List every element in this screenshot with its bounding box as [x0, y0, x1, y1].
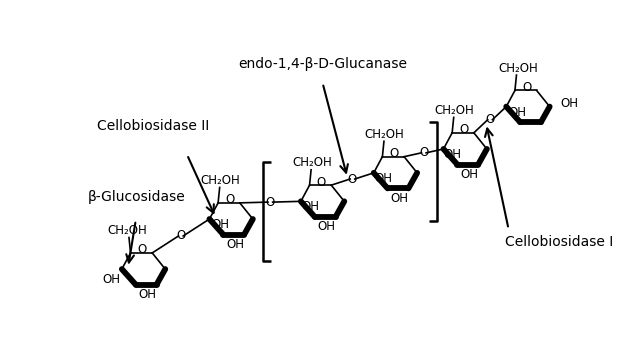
Text: OH: OH [226, 238, 244, 251]
Text: O: O [225, 193, 234, 206]
Text: O: O [348, 172, 357, 186]
Text: OH: OH [301, 200, 319, 213]
Text: OH: OH [561, 97, 579, 110]
Text: OH: OH [374, 172, 392, 185]
Text: CH₂OH: CH₂OH [292, 156, 332, 169]
Text: O: O [138, 243, 147, 256]
Text: OH: OH [390, 192, 408, 205]
Text: O: O [485, 113, 495, 126]
Text: OH: OH [139, 288, 157, 301]
Text: O: O [176, 230, 186, 242]
Text: CH₂OH: CH₂OH [200, 174, 240, 187]
Text: O: O [419, 146, 428, 159]
Text: Cellobiosidase I: Cellobiosidase I [505, 235, 613, 248]
Text: OH: OH [444, 148, 462, 161]
Text: OH: OH [211, 218, 229, 231]
Text: β-Glucosidase: β-Glucosidase [88, 190, 186, 204]
Text: OH: OH [102, 273, 120, 286]
Text: O: O [266, 196, 275, 208]
Text: CH₂OH: CH₂OH [365, 128, 404, 141]
Text: O: O [317, 176, 326, 188]
Text: OH: OH [317, 220, 335, 233]
Text: OH: OH [460, 168, 478, 181]
Text: CH₂OH: CH₂OH [435, 104, 474, 117]
Text: CH₂OH: CH₂OH [498, 62, 538, 75]
Text: O: O [389, 147, 399, 160]
Text: O: O [459, 123, 468, 136]
Text: O: O [522, 81, 531, 94]
Text: Cellobiosidase II: Cellobiosidase II [97, 119, 209, 133]
Text: OH: OH [508, 106, 526, 119]
Text: endo-1,4-β-D-Glucanase: endo-1,4-β-D-Glucanase [238, 57, 407, 71]
Text: CH₂OH: CH₂OH [108, 224, 147, 237]
